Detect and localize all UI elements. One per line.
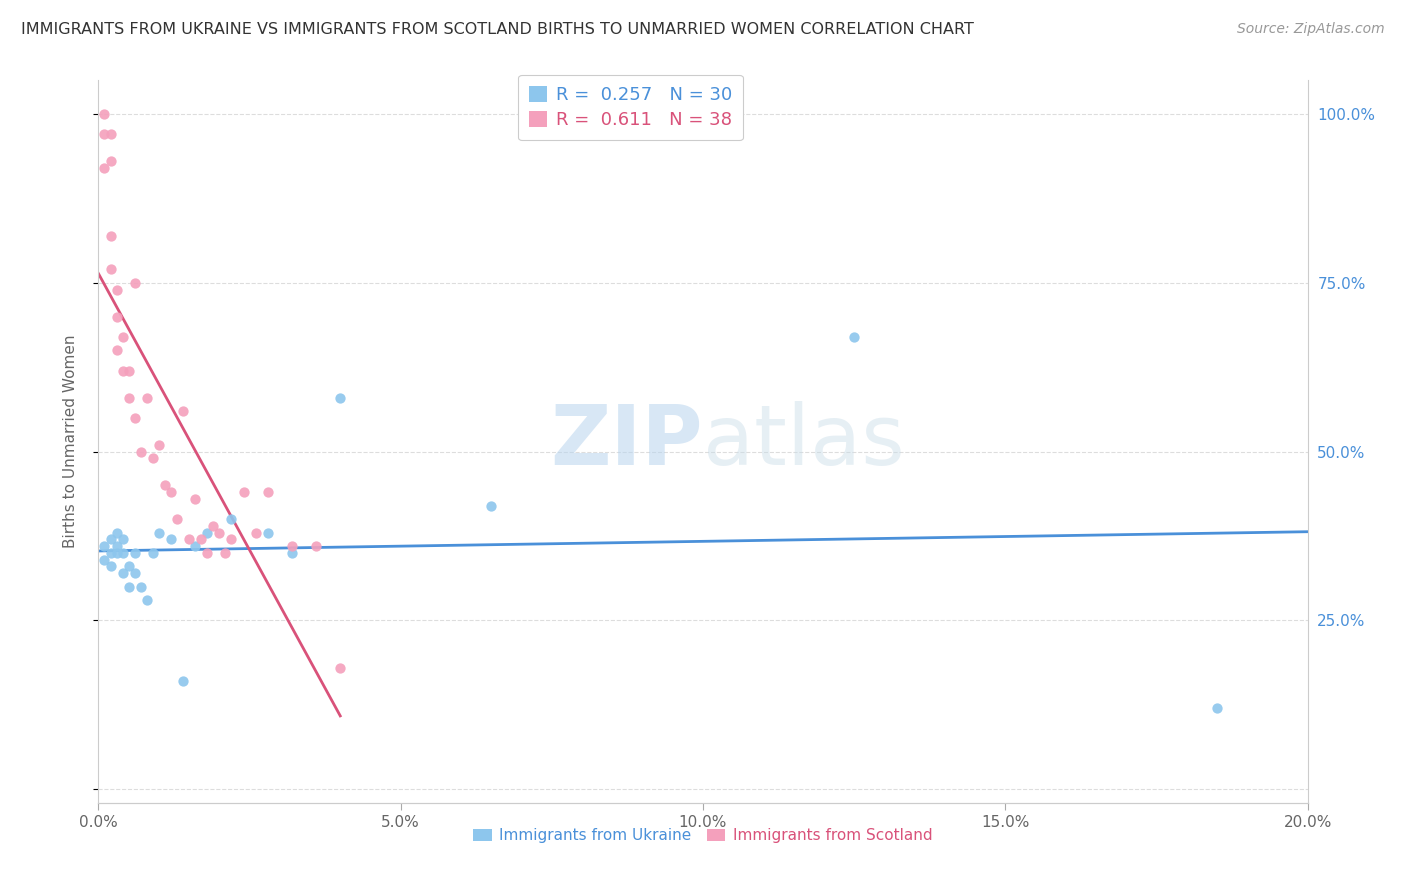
Point	[105, 283, 128, 297]
Point	[100, 154, 122, 169]
Point	[172, 674, 194, 689]
Point	[118, 391, 141, 405]
Point	[111, 566, 134, 581]
Point	[195, 546, 218, 560]
Point	[166, 512, 188, 526]
Point	[129, 580, 152, 594]
Point	[184, 491, 207, 506]
Point	[221, 533, 243, 547]
Point	[105, 525, 128, 540]
Point	[93, 107, 115, 121]
Point	[135, 593, 157, 607]
Point	[184, 539, 207, 553]
Text: IMMIGRANTS FROM UKRAINE VS IMMIGRANTS FROM SCOTLAND BIRTHS TO UNMARRIED WOMEN CO: IMMIGRANTS FROM UKRAINE VS IMMIGRANTS FR…	[21, 22, 974, 37]
Legend: Immigrants from Ukraine, Immigrants from Scotland: Immigrants from Ukraine, Immigrants from…	[467, 822, 939, 849]
Point	[256, 525, 278, 540]
Point	[100, 128, 122, 142]
Point	[481, 499, 503, 513]
Point	[256, 485, 278, 500]
Point	[118, 580, 141, 594]
Point	[135, 391, 157, 405]
Point	[281, 546, 304, 560]
Point	[153, 478, 176, 492]
Point	[100, 559, 122, 574]
Point	[245, 525, 267, 540]
Point	[179, 533, 201, 547]
Point	[93, 128, 115, 142]
Point	[105, 546, 128, 560]
Point	[142, 546, 165, 560]
Point	[124, 276, 146, 290]
Point	[329, 391, 352, 405]
Text: Source: ZipAtlas.com: Source: ZipAtlas.com	[1237, 22, 1385, 37]
Point	[111, 330, 134, 344]
Point	[105, 310, 128, 324]
Point	[148, 438, 170, 452]
Point	[93, 161, 115, 175]
Point	[1206, 701, 1229, 715]
Point	[160, 485, 183, 500]
Text: atlas: atlas	[703, 401, 904, 482]
Point	[93, 539, 115, 553]
Point	[124, 546, 146, 560]
Text: ZIP: ZIP	[551, 401, 703, 482]
Point	[129, 444, 152, 458]
Point	[195, 525, 218, 540]
Point	[172, 404, 194, 418]
Point	[208, 525, 231, 540]
Point	[100, 262, 122, 277]
Point	[160, 533, 183, 547]
Point	[111, 546, 134, 560]
Point	[124, 566, 146, 581]
Point	[329, 661, 352, 675]
Point	[105, 343, 128, 358]
Point	[305, 539, 328, 553]
Point	[111, 533, 134, 547]
Point	[100, 533, 122, 547]
Point	[214, 546, 236, 560]
Point	[118, 364, 141, 378]
Point	[118, 559, 141, 574]
Point	[100, 546, 122, 560]
Point	[232, 485, 254, 500]
Point	[221, 512, 243, 526]
Point	[202, 519, 225, 533]
Y-axis label: Births to Unmarried Women: Births to Unmarried Women	[63, 334, 77, 549]
Point	[281, 539, 304, 553]
Point	[148, 525, 170, 540]
Point	[190, 533, 212, 547]
Point	[93, 552, 115, 566]
Point	[111, 364, 134, 378]
Point	[124, 411, 146, 425]
Point	[142, 451, 165, 466]
Point	[100, 228, 122, 243]
Point	[844, 330, 866, 344]
Point	[105, 539, 128, 553]
